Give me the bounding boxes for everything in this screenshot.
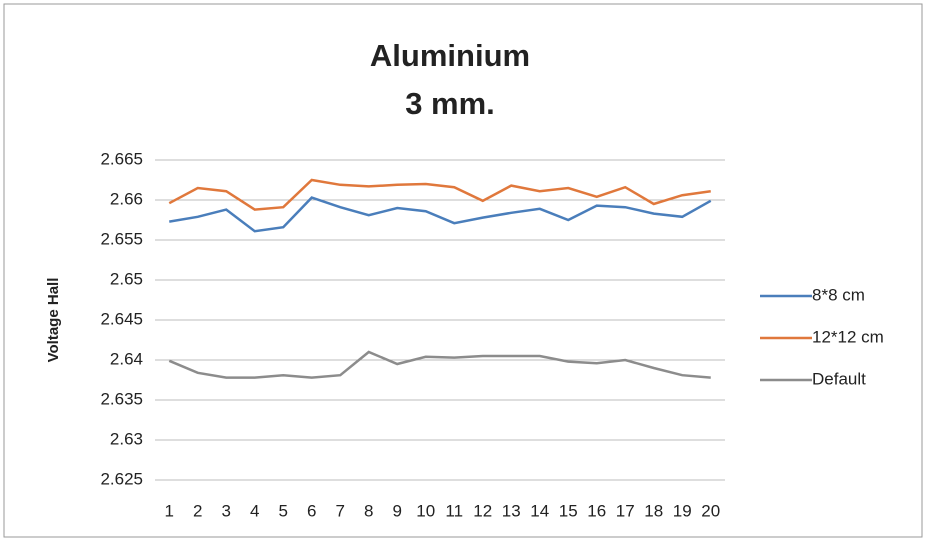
x-tick-label: 2 [193,501,202,520]
x-tick-label: 6 [307,501,316,520]
y-tick-label: 2.625 [100,469,143,488]
x-tick-label: 12 [473,501,492,520]
legend-label: 8*8 cm [812,285,865,304]
x-tick-label: 10 [416,501,435,520]
x-tick-label: 11 [445,501,463,520]
series-line [168,350,711,379]
x-tick-label: 17 [616,501,635,520]
x-tick-label: 4 [250,501,259,520]
y-tick-label: 2.65 [110,269,143,288]
chart-frame [3,3,923,538]
x-tick-label: 20 [701,501,720,520]
y-tick-label: 2.655 [100,229,143,248]
y-tick-label: 2.665 [100,149,143,168]
series-line [168,178,711,211]
legend-label: Default [812,369,866,388]
x-tick-label: 3 [222,501,231,520]
x-tick-label: 19 [673,501,692,520]
x-tick-label: 16 [587,501,606,520]
series-line [169,196,712,233]
chart-subtitle: 3 mm. [405,86,495,121]
x-tick-label: 7 [336,501,345,520]
chart-title: Aluminium [370,38,530,73]
y-axis-label: Voltage Hall [45,278,62,363]
x-tick-label: 15 [559,501,578,520]
x-tick-label: 18 [644,501,663,520]
y-tick-label: 2.66 [110,189,143,208]
y-tick-label: 2.64 [110,349,143,368]
y-tick-label: 2.635 [100,389,143,408]
y-tick-label: 2.645 [100,309,143,328]
x-tick-label: 8 [364,501,373,520]
legend-label: 12*12 cm [812,327,884,346]
x-tick-label: 13 [502,501,521,520]
x-tick-label: 14 [530,501,549,520]
x-tick-label: 9 [393,501,402,520]
x-tick-label: 1 [165,501,174,520]
x-tick-label: 5 [279,501,288,520]
y-tick-label: 2.63 [110,429,143,448]
